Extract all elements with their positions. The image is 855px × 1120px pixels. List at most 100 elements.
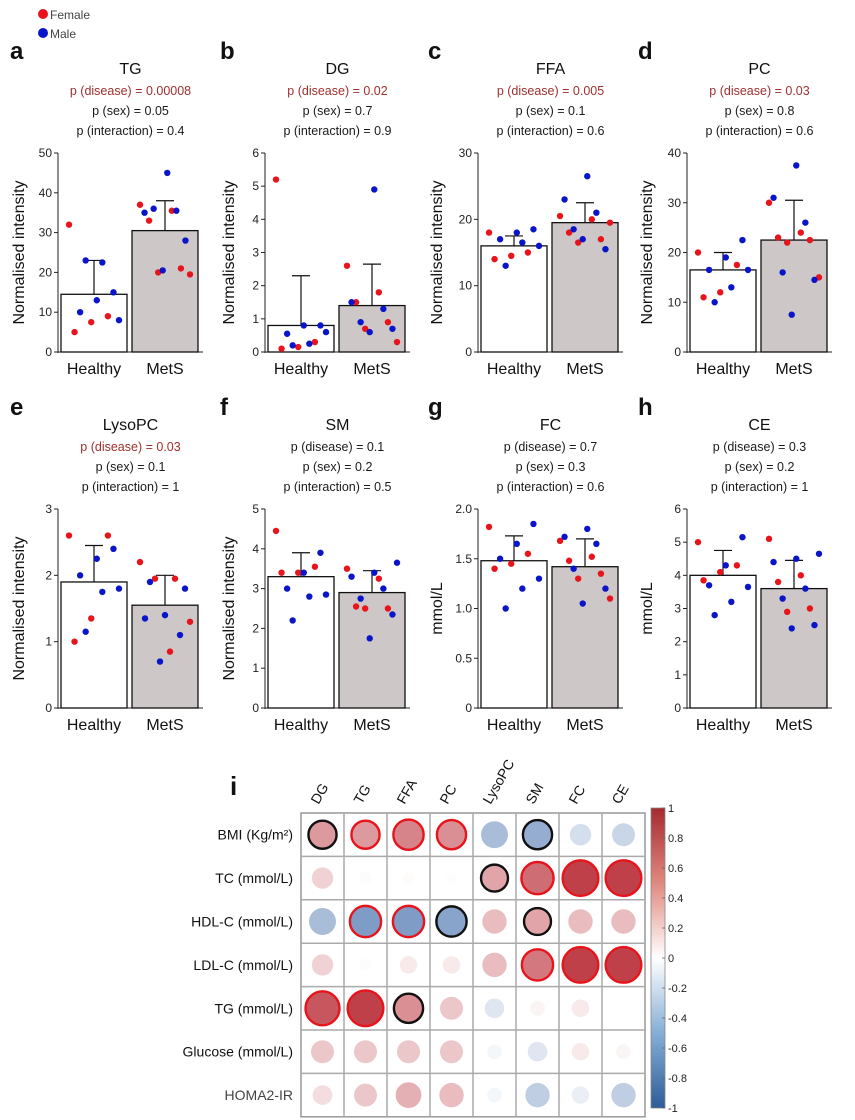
female-point [65, 221, 73, 228]
correlation-circle [619, 1004, 628, 1013]
female-point [806, 236, 814, 244]
female-point [343, 565, 351, 572]
stat-line: p (sex) = 0.2 [303, 460, 373, 474]
female-point [556, 537, 564, 545]
correlation-circle [439, 1082, 464, 1108]
correlation-circle [359, 871, 372, 885]
correlation-circle [350, 819, 381, 850]
y-tick-label: 1 [674, 668, 681, 682]
stat-line: p (sex) = 0.05 [92, 104, 169, 118]
female-point [71, 638, 78, 645]
female-point [295, 569, 302, 576]
correlation-circle [440, 1040, 463, 1064]
row-label: HOMA2-IR [225, 1087, 293, 1103]
male-point [793, 555, 800, 562]
stat-line: p (interaction) = 0.6 [705, 124, 813, 138]
male-point [802, 585, 809, 592]
bar-healthy [60, 581, 128, 709]
male-point [705, 582, 713, 589]
male-point [815, 550, 823, 557]
panel-letter: g [428, 394, 443, 421]
female-point [278, 569, 285, 576]
row-label: LDL-C (mmol/L) [193, 957, 293, 973]
y-tick-label: 2 [674, 635, 681, 649]
stat-line: p (interaction) = 1 [711, 480, 809, 494]
male-point [602, 585, 609, 592]
male-point [393, 559, 401, 566]
colorbar-tick-label: -0.4 [668, 1013, 687, 1025]
male-point [317, 322, 324, 329]
male-point [110, 289, 117, 296]
y-tick-label: 2 [252, 279, 259, 293]
y-tick-label: 1.5 [455, 552, 472, 566]
male-point [530, 520, 537, 528]
colorbar-tick-label: -0.8 [668, 1073, 687, 1085]
male-point [289, 342, 296, 349]
panel-letter: c [428, 38, 441, 65]
male-point [579, 600, 586, 607]
male-point [348, 299, 355, 306]
female-point [491, 255, 498, 263]
panel-title: PC [748, 61, 770, 78]
y-tick-label: 3 [252, 582, 259, 596]
correlation-circle [561, 859, 600, 898]
male-point [811, 621, 818, 629]
male-point [366, 635, 373, 642]
x-category-label: Healthy [274, 361, 328, 378]
panel-title: SM [326, 417, 350, 434]
female-point [272, 527, 280, 535]
female-point [806, 605, 814, 612]
bar-healthy [689, 574, 757, 709]
female-point [508, 252, 515, 260]
correlation-heatmap: i DG TG FFA PC LysoPC SM FC CE BMI (Kg/m²) TC (mmo… [183, 756, 687, 1118]
panel-letter: h [638, 394, 653, 421]
panel-title: FC [540, 417, 561, 434]
female-point [295, 343, 302, 351]
female-point [168, 207, 176, 214]
male-point [110, 545, 117, 552]
panel-letter: b [220, 38, 235, 65]
bar-healthy [480, 245, 548, 353]
y-tick-label: 0 [45, 345, 52, 359]
male-point [389, 325, 396, 332]
female-point [733, 562, 741, 569]
correlation-circle [312, 1085, 333, 1105]
female-point [104, 312, 112, 320]
row-label: TG (mmol/L) [214, 1000, 293, 1016]
column-label: PC [436, 782, 460, 807]
colorbar-tick-label: 0 [668, 953, 674, 965]
x-category-label: MetS [775, 717, 812, 734]
stat-line: p (sex) = 0.3 [516, 460, 586, 474]
male-point [570, 226, 577, 233]
female-point [88, 615, 95, 622]
female-point [783, 608, 791, 616]
male-point [744, 583, 752, 591]
female-point [694, 249, 702, 256]
male-point [306, 340, 313, 347]
female-point [136, 558, 144, 566]
male-point [802, 219, 809, 226]
correlation-circle [435, 905, 468, 938]
y-tick-label: 2 [45, 568, 52, 582]
male-point [728, 598, 735, 606]
column-label: LysoPC [479, 756, 517, 806]
panel-title: FFA [536, 61, 566, 78]
correlation-circle [481, 821, 508, 849]
stat-line: p (disease) = 0.1 [291, 440, 385, 454]
male-point [283, 585, 291, 592]
male-point [156, 658, 164, 665]
female-point [361, 605, 369, 612]
correlation-circle [391, 904, 426, 939]
male-point [722, 562, 729, 569]
y-axis-label: Normalised intensity [221, 536, 238, 680]
column-label: TG [350, 782, 374, 807]
male-point [811, 276, 818, 284]
panel-d: d PC p (disease) = 0.03 p (sex) = 0.8 p (int… [638, 38, 832, 378]
male-point [317, 549, 324, 556]
male-point [593, 540, 600, 548]
female-point [491, 565, 498, 572]
legend-male-label: Male [50, 27, 76, 41]
male-point [93, 555, 100, 562]
male-point [519, 585, 526, 592]
correlation-circle [311, 1040, 334, 1064]
